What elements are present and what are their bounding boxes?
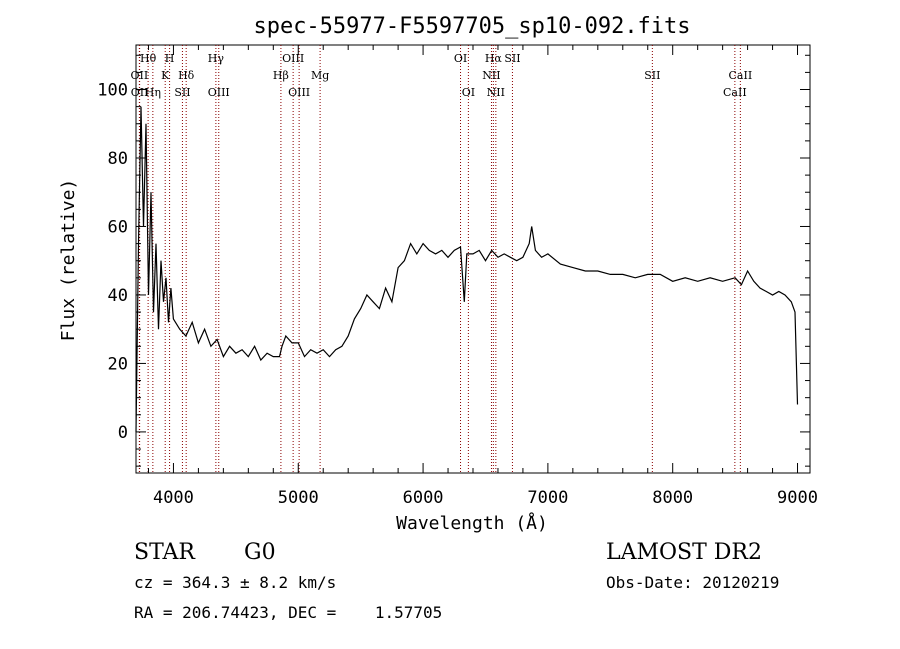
y-tick-label: 100 [97,81,128,101]
marker-label: OIII [288,86,310,99]
y-tick-label: 0 [118,423,128,443]
marker-label: Hγ [208,52,225,65]
marker-label: SII [644,69,660,82]
marker-label: Mg [311,69,329,82]
x-tick-label: 6000 [403,488,444,508]
marker-label: Hβ [273,69,289,82]
marker-label: OIII [282,52,304,65]
x-tick-label: 5000 [278,488,319,508]
marker-label: OIII [208,86,230,99]
coordinates: RA = 206.74423, DEC = 1.57705 [134,603,443,622]
marker-label: NII [487,86,505,99]
marker-label: Hη [145,86,161,99]
y-tick-label: 60 [108,217,128,237]
x-tick-label: 8000 [652,488,693,508]
x-tick-label: 9000 [777,488,818,508]
marker-label: K [161,69,170,82]
marker-label: SII [174,86,190,99]
x-axis-label: Wavelength (Å) [396,512,548,534]
marker-label: OI [454,52,467,65]
object-subclass: G0 [244,540,276,565]
x-tick-label: 7000 [527,488,568,508]
axis-ticks: 4000 5000 6000 7000 8000 9000 0 20 40 60 80 100 [97,45,818,508]
marker-label: Hθ [140,52,157,65]
marker-label: H [165,52,175,65]
x-tick-label: 4000 [153,488,194,508]
survey-name: LAMOST DR2 [606,540,762,565]
plot-frame [135,44,811,474]
redshift-velocity: cz = 364.3 ± 8.2 km/s [134,573,337,592]
observation-date: Obs-Date: 20120219 [606,573,780,592]
marker-label: OI [462,86,475,99]
y-tick-label: 20 [108,354,128,374]
marker-label: SII [504,52,520,65]
y-tick-label: 80 [108,149,128,169]
marker-label: Hα [485,52,503,65]
spectrum-series [135,106,799,432]
object-class: STAR [134,540,195,565]
y-tick-label: 40 [108,286,128,306]
y-axis-label: Flux (relative) [58,179,79,342]
chart-title: spec-55977-F5597705_sp10-092.fits [253,14,690,39]
marker-label: NII [482,69,500,82]
spectrum-line [135,106,799,432]
marker-label: CaII [723,86,747,99]
marker-label: Hδ [178,69,195,82]
marker-label: CaII [729,69,753,82]
